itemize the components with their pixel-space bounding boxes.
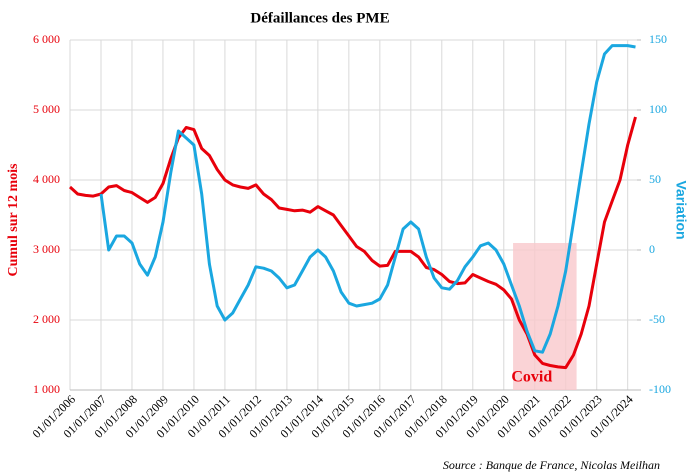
y2-tick-label: -50 [649, 312, 665, 326]
y-tick-label: 1 000 [33, 382, 60, 396]
y2-tick-label: 100 [649, 102, 667, 116]
y2-axis-label: Variation [673, 180, 689, 239]
y-tick-label: 3 000 [33, 242, 60, 256]
highlight-label: Covid [511, 369, 552, 386]
y-tick-label: 4 000 [33, 172, 60, 186]
y2-tick-label: 50 [649, 172, 661, 186]
y-tick-label: 2 000 [33, 312, 60, 326]
series-line [68, 116, 637, 370]
y-tick-label: 5 000 [33, 102, 60, 116]
chart-title: Défaillances des PME [250, 10, 389, 26]
y-axis-label: Cumul sur 12 mois [6, 163, 21, 276]
y2-tick-label: 0 [649, 242, 655, 256]
y-tick-label: 6 000 [33, 32, 60, 46]
series-line [99, 44, 636, 354]
y2-tick-label: 150 [649, 32, 667, 46]
y2-tick-label: -100 [649, 382, 671, 396]
source: Source : Banque de France, Nicolas Meilh… [443, 458, 660, 472]
